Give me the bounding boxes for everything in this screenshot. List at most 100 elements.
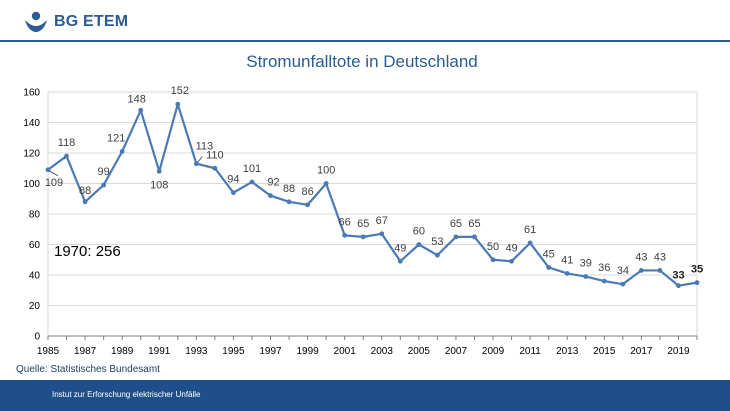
data-point (509, 258, 514, 264)
y-tick-label: 40 (29, 271, 41, 282)
bg-logo-icon (25, 11, 47, 32)
data-label: 53 (431, 236, 443, 248)
x-tick-label: 2013 (556, 346, 579, 357)
data-label: 61 (524, 224, 536, 236)
x-tick-label: 2007 (445, 346, 468, 357)
x-tick-label: 1985 (37, 346, 60, 357)
data-point (583, 274, 589, 279)
data-point (286, 199, 292, 205)
data-label: 99 (98, 166, 110, 178)
data-point (676, 283, 681, 289)
data-label: 88 (283, 183, 295, 195)
data-label: 118 (58, 137, 76, 149)
data-point (620, 281, 626, 287)
x-tick-label: 2003 (371, 346, 394, 357)
header: BG ETEM (0, 0, 730, 40)
data-label: 110 (206, 149, 224, 161)
axes: 0 20 40 60 80 100 120 140 160 1985 1987 1989 1991 199… (23, 88, 698, 357)
data-label: 60 (413, 226, 425, 238)
chart-title: Stromunfalltote in Deutschland (246, 52, 478, 71)
data-label: 41 (561, 254, 573, 266)
data-point (249, 179, 255, 185)
series (45, 101, 700, 289)
data-point (212, 165, 218, 171)
data-label: 45 (543, 248, 555, 260)
data-point (82, 199, 88, 205)
data-point (138, 107, 144, 113)
data-point (101, 182, 107, 188)
data-point (601, 278, 607, 284)
data-point (564, 271, 570, 276)
x-tick-label: 2019 (667, 346, 690, 357)
data-label: 49 (505, 242, 517, 254)
data-point (323, 181, 329, 186)
x-tick-label: 1999 (296, 346, 319, 357)
data-label: 36 (598, 262, 610, 274)
data-point (416, 242, 422, 247)
x-tick-label: 1987 (74, 346, 97, 357)
data-point (231, 190, 236, 196)
data-point (453, 234, 459, 240)
data-point (694, 280, 700, 286)
data-point (435, 252, 440, 258)
data-point (305, 202, 310, 208)
data-label: 39 (580, 258, 592, 270)
header-divider (0, 40, 730, 42)
brand-name: BG ETEM (54, 13, 129, 30)
data-point (546, 264, 552, 270)
x-tick-label: 1989 (111, 346, 134, 357)
x-tick-label: 2005 (408, 346, 431, 357)
x-tick-label: 1993 (185, 346, 208, 357)
footer-text: Instut zur Erforschung elektrischer Unfä… (52, 390, 201, 399)
data-point (472, 234, 477, 240)
data-point (64, 153, 69, 159)
footer: Instut zur Erforschung elektrischer Unfä… (0, 380, 730, 411)
data-label: 67 (376, 215, 388, 227)
data-label: 35 (691, 264, 703, 276)
data-label: 43 (635, 251, 647, 263)
data-point (397, 258, 403, 264)
data-point (527, 240, 533, 246)
data-label: 108 (150, 179, 168, 191)
annotation-1970: 1970: 256 (54, 243, 121, 260)
y-tick-label: 100 (23, 179, 40, 190)
data-label: 101 (243, 163, 261, 175)
x-tick-label: 2011 (519, 346, 541, 357)
leader-line (197, 156, 203, 163)
data-label: 113 (196, 141, 214, 153)
data-label: 88 (79, 185, 91, 197)
data-point (379, 231, 385, 237)
brand-logo[interactable]: BG ETEM (24, 11, 128, 33)
data-label: 33 (672, 270, 684, 282)
data-label: 100 (317, 165, 335, 177)
data-point (657, 268, 663, 273)
y-tick-label: 120 (23, 149, 40, 160)
data-label: 50 (487, 241, 499, 253)
data-label: 65 (357, 218, 369, 230)
y-tick-label: 160 (23, 88, 40, 99)
data-label: 92 (267, 177, 279, 189)
data-label: 148 (128, 93, 146, 105)
data-point (156, 168, 162, 174)
data-point (638, 268, 644, 273)
data-point (119, 149, 125, 154)
data-label: 43 (654, 251, 666, 263)
x-tick-label: 1991 (148, 346, 171, 357)
series-line (47, 103, 698, 287)
data-label: 121 (107, 132, 125, 144)
data-label: 66 (339, 216, 351, 228)
leader-line (48, 170, 59, 177)
data-point (175, 101, 181, 107)
data-label: 86 (301, 186, 313, 198)
y-tick-label: 60 (29, 240, 41, 251)
y-tick-label: 140 (23, 118, 40, 129)
y-tick-label: 80 (29, 210, 41, 221)
x-tick-label: 2009 (482, 346, 505, 357)
line-chart: Stromunfalltote in Deutschland 0 20 40 60 80… (23, 52, 703, 357)
x-tick-label: 2017 (630, 346, 653, 357)
data-point (342, 232, 348, 238)
data-label: 65 (468, 218, 480, 230)
data-label: 65 (450, 218, 462, 230)
x-tick-label: 2015 (593, 346, 616, 357)
